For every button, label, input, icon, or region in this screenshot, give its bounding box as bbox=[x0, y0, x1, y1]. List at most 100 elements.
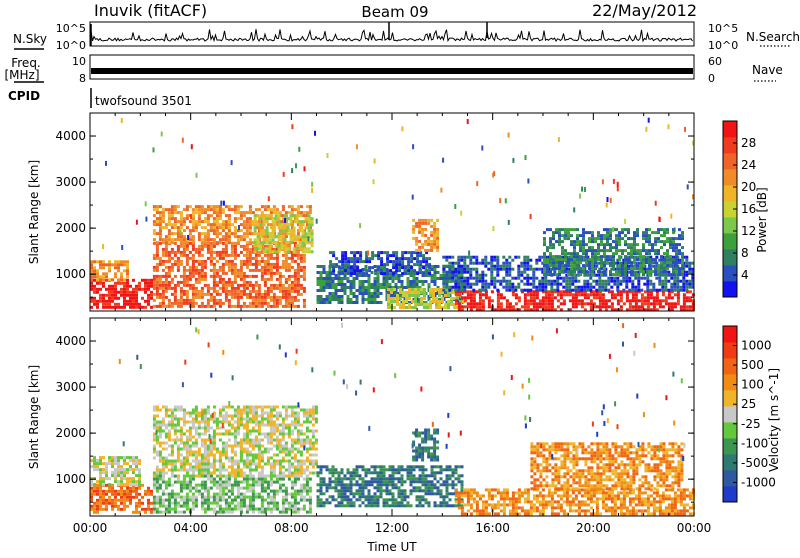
echo-cell bbox=[162, 284, 165, 287]
echo-cell bbox=[499, 198, 501, 203]
echo-cell bbox=[542, 299, 545, 302]
echo-cell bbox=[132, 456, 135, 459]
echo-cell bbox=[615, 243, 618, 246]
echo-cell bbox=[438, 300, 441, 303]
echo-cell bbox=[576, 252, 579, 255]
echo-cell bbox=[147, 279, 150, 282]
echo-cell bbox=[412, 237, 415, 240]
echo-cell bbox=[648, 267, 651, 270]
echo-cell bbox=[629, 299, 632, 302]
echo-cell bbox=[270, 284, 273, 287]
echo-cell bbox=[267, 305, 270, 308]
echo-cell bbox=[99, 474, 102, 477]
echo-cell bbox=[297, 257, 300, 260]
echo-cell bbox=[126, 266, 129, 269]
echo-cell bbox=[377, 280, 380, 283]
echo-cell bbox=[564, 252, 567, 255]
echo-cell bbox=[442, 268, 445, 271]
echo-cell bbox=[438, 288, 441, 291]
echo-cell bbox=[685, 271, 688, 274]
echo-cell bbox=[297, 263, 300, 266]
echo-cell bbox=[186, 496, 189, 499]
echo-cell bbox=[438, 306, 441, 309]
echo-cell bbox=[430, 249, 433, 252]
echo-cell bbox=[606, 231, 609, 234]
echo-cell bbox=[558, 264, 561, 267]
echo-cell bbox=[147, 493, 150, 496]
echo-cell bbox=[231, 281, 234, 284]
echo-cell bbox=[475, 268, 478, 271]
echo-cell bbox=[573, 258, 576, 261]
echo-cell bbox=[622, 280, 625, 283]
echo-cell bbox=[177, 511, 180, 514]
echo-cell bbox=[162, 281, 165, 284]
echo-cell bbox=[198, 208, 201, 211]
echo-cell bbox=[225, 493, 228, 496]
echo-cell bbox=[93, 285, 96, 288]
echo-cell bbox=[222, 499, 225, 502]
echo-cell bbox=[433, 246, 436, 249]
echo-cell bbox=[624, 228, 627, 231]
echo-cell bbox=[105, 300, 108, 303]
echo-cell bbox=[123, 474, 126, 477]
echo-cell bbox=[303, 299, 306, 302]
echo-cell bbox=[297, 275, 300, 278]
echo-cell bbox=[502, 262, 505, 265]
echo-cell bbox=[291, 287, 294, 290]
echo-cell bbox=[225, 251, 228, 254]
echo-cell bbox=[578, 293, 581, 296]
echo-cell bbox=[668, 293, 671, 296]
echo-cell bbox=[293, 235, 296, 238]
echo-cell bbox=[174, 496, 177, 499]
echo-cell bbox=[591, 273, 594, 276]
echo-cell bbox=[276, 490, 279, 493]
echo-cell bbox=[481, 274, 484, 277]
echo-cell bbox=[255, 208, 258, 211]
echo-cell bbox=[204, 496, 207, 499]
echo-cell bbox=[171, 493, 174, 496]
echo-cell bbox=[213, 481, 216, 484]
echo-cell bbox=[430, 243, 433, 246]
echo-cell bbox=[529, 289, 532, 292]
echo-cell bbox=[478, 280, 481, 283]
echo-cell bbox=[546, 267, 549, 270]
echo-cell bbox=[105, 490, 108, 493]
echo-cell bbox=[263, 250, 266, 253]
echo-cell bbox=[350, 272, 353, 275]
echo-cell bbox=[407, 251, 410, 254]
echo-cell bbox=[368, 269, 371, 272]
echo-cell bbox=[457, 277, 460, 280]
echo-cell bbox=[294, 281, 297, 284]
echo-cell bbox=[192, 257, 195, 260]
echo-cell bbox=[285, 290, 288, 293]
echo-cell bbox=[180, 511, 183, 514]
echo-cell bbox=[484, 259, 487, 262]
echo-cell bbox=[648, 249, 651, 252]
echo-cell bbox=[431, 277, 434, 280]
echo-cell bbox=[195, 205, 198, 208]
echo-cell bbox=[192, 493, 195, 496]
echo-cell bbox=[448, 256, 451, 259]
echo-cell bbox=[588, 246, 591, 249]
echo-cell bbox=[642, 273, 645, 276]
echo-cell bbox=[663, 258, 666, 261]
echo-cell bbox=[123, 493, 126, 496]
echo-cell bbox=[581, 305, 584, 308]
echo-cell bbox=[162, 238, 165, 241]
echo-cell bbox=[309, 508, 312, 511]
echo-cell bbox=[243, 499, 246, 502]
echo-cell bbox=[368, 280, 371, 283]
echo-cell bbox=[665, 296, 668, 299]
echo-cell bbox=[442, 158, 444, 163]
echo-cell bbox=[618, 264, 621, 267]
echo-cell bbox=[306, 481, 309, 484]
echo-cell bbox=[466, 268, 469, 271]
echo-cell bbox=[425, 260, 428, 263]
echo-cell bbox=[458, 274, 461, 277]
echo-cell bbox=[552, 237, 555, 240]
echo-cell bbox=[195, 487, 198, 490]
echo-cell bbox=[660, 273, 663, 276]
echo-cell bbox=[219, 499, 222, 502]
echo-cell bbox=[338, 277, 341, 280]
echo-cell bbox=[512, 158, 514, 163]
